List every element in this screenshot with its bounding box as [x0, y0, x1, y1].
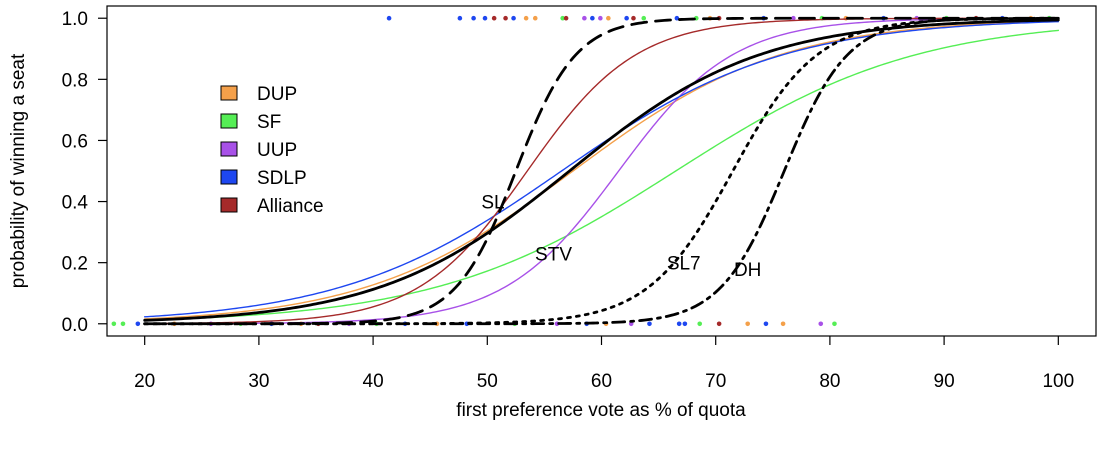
- observation-point: [563, 15, 569, 21]
- observation-point: [503, 15, 508, 21]
- curve-label: DH: [734, 260, 761, 281]
- observation-point: [791, 15, 796, 21]
- curve-sdlp: [143, 20, 1060, 318]
- y-axis: 0.0 0.2 0.4 0.6 0.8 1.0: [62, 9, 107, 336]
- curve-dup: [143, 20, 1060, 320]
- legend-label: SF: [257, 112, 281, 133]
- observation-point: [120, 321, 126, 327]
- observation-point: [471, 15, 476, 21]
- observation-point: [598, 15, 603, 21]
- observation-point: [523, 15, 529, 21]
- observation-point: [716, 321, 722, 327]
- observation-point: [457, 15, 463, 21]
- x-tick-label: 80: [819, 371, 840, 392]
- observation-point: [590, 15, 595, 21]
- x-tick-label: 30: [248, 371, 269, 392]
- y-tick-label: 1.0: [62, 9, 88, 30]
- x-tick-label: 60: [591, 371, 612, 392]
- observation-point: [763, 321, 769, 327]
- observation-point: [631, 15, 636, 21]
- curve-dh: [143, 16, 1060, 326]
- observation-point: [682, 321, 688, 327]
- observation-point: [511, 15, 516, 21]
- y-tick-label: 0.6: [62, 131, 88, 152]
- observation-point: [676, 321, 682, 327]
- observation-point: [491, 15, 497, 21]
- x-tick-label: 40: [363, 371, 384, 392]
- observation-point: [482, 15, 488, 21]
- observation-point: [832, 321, 837, 327]
- legend-swatch: [220, 169, 238, 185]
- legend-label: Alliance: [257, 196, 324, 217]
- legend-swatch: [220, 113, 238, 129]
- y-tick-label: 0.0: [62, 315, 88, 336]
- legend-label: UUP: [257, 140, 297, 161]
- observation-point: [745, 321, 750, 327]
- curve-stv: [143, 18, 1060, 322]
- observation-point: [697, 321, 703, 327]
- legend: DUP SF UUP SDLP Alliance: [220, 84, 324, 217]
- curve-label: STV: [535, 245, 572, 266]
- probability-curves: [143, 16, 1060, 326]
- observation-point: [641, 15, 647, 21]
- x-tick-label: 100: [1042, 371, 1074, 392]
- observation-point: [818, 321, 824, 327]
- x-tick-label: 90: [934, 371, 955, 392]
- observation-point: [386, 15, 392, 21]
- legend-swatch: [220, 85, 238, 101]
- x-axis-label: first preference vote as % of quota: [456, 400, 746, 421]
- y-tick-label: 0.2: [62, 254, 88, 275]
- y-axis-label: probability of winning a seat: [8, 53, 29, 288]
- y-tick-label: 0.4: [62, 193, 89, 214]
- curve-label: SL: [481, 193, 504, 214]
- observation-point: [647, 321, 652, 327]
- observation-point: [674, 15, 680, 21]
- legend-swatch: [220, 197, 238, 213]
- x-tick-label: 50: [477, 371, 498, 392]
- plot-frame: [106, 5, 1097, 337]
- curve-labels: SL STV SL7 DH: [481, 193, 761, 281]
- observation-point: [606, 15, 611, 21]
- observation-point: [111, 321, 117, 327]
- legend-label: DUP: [257, 84, 297, 105]
- observation-point: [532, 15, 538, 21]
- observation-points: [111, 15, 1052, 327]
- curve-sf: [143, 29, 1060, 321]
- x-tick-label: 20: [134, 371, 155, 392]
- observation-point: [582, 15, 587, 21]
- y-tick-label: 0.8: [62, 70, 88, 91]
- legend-label: SDLP: [257, 168, 307, 189]
- observation-point: [560, 15, 565, 21]
- curve-label: SL7: [667, 254, 701, 275]
- x-tick-label: 70: [705, 371, 726, 392]
- legend-swatch: [220, 141, 238, 157]
- observation-point: [780, 321, 786, 327]
- observation-point: [135, 321, 141, 327]
- observation-point: [624, 15, 629, 21]
- x-axis: 20 30 40 50 60 70 80 90 100: [134, 336, 1074, 392]
